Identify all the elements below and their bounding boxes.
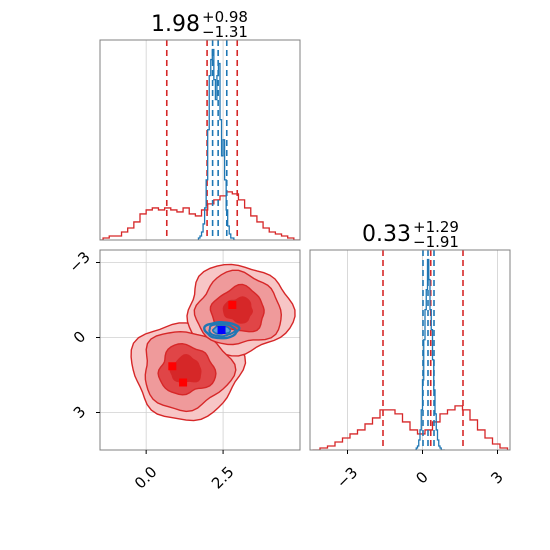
histogram-series-group (312, 250, 509, 450)
blue-contour-0 (203, 321, 241, 340)
x-tick-label-0: 0.0 (131, 463, 161, 493)
contour-group (130, 263, 296, 422)
x-tick-label-1: 2.5 (208, 463, 238, 493)
y-tick-label-2: 3 (70, 402, 89, 421)
panel-background (310, 250, 510, 450)
histogram-step-series-0 (312, 405, 509, 450)
red-square-marker-0 (168, 362, 177, 371)
x-tick-label-1: 0 (412, 468, 431, 487)
histogram-step-series-1 (197, 48, 236, 240)
y-tick-label-0: −3 (65, 248, 93, 276)
marginal-y-title: 0.33 (362, 222, 411, 247)
panel-border (99, 249, 301, 451)
joint-contour-panel: −3 0 3 0.0 2.5 (65, 248, 301, 493)
panel-border (99, 39, 301, 241)
x-tick-label-2: 3 (487, 468, 506, 487)
panel-border (309, 249, 511, 451)
marginal-histogram-y: −3 0 3 (309, 249, 511, 492)
marginal-histogram-x (99, 39, 301, 241)
red-square-marker-2 (228, 301, 237, 309)
blue-square-marker (217, 326, 226, 334)
red-square-marker-1 (179, 378, 188, 387)
blue-contour-1 (208, 323, 237, 338)
histogram-series-group (100, 40, 300, 240)
x-tick-label-0: −3 (333, 463, 361, 491)
marginal-y-title-plus: +1.29 (413, 218, 459, 236)
histogram-step-series-1 (415, 258, 445, 450)
marginal-x-title-value: 1.98 (151, 12, 200, 37)
panel-background (100, 40, 300, 240)
marginal-y-title-minus: −1.91 (413, 233, 459, 251)
marginal-x-title-plus: +0.98 (202, 8, 248, 26)
histogram-step-series-0 (100, 191, 300, 240)
y-tick-label-1: 0 (70, 327, 89, 346)
marginal-y-title-value: 0.33 (362, 222, 411, 247)
marginal-x-title-minus: −1.31 (202, 23, 248, 41)
marginal-x-title: 1.98 (151, 12, 200, 37)
